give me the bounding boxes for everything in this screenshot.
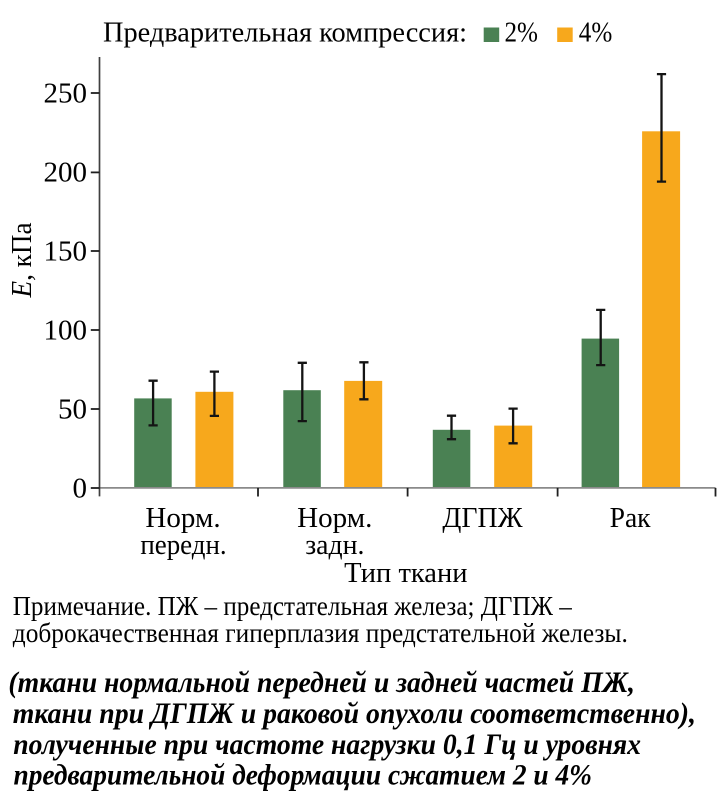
svg-text:(ткани нормальной передней и з: (ткани нормальной передней и задней част…: [8, 666, 635, 699]
svg-text:Тип ткани: Тип ткани: [344, 558, 467, 589]
svg-text:200: 200: [44, 157, 88, 189]
svg-text:полученные при частоте нагрузк: полученные при частоте нагрузки 0,1 Гц и…: [13, 728, 641, 761]
svg-text:Рак: Рак: [610, 502, 652, 534]
svg-text:150: 150: [44, 235, 88, 267]
svg-text:250: 250: [44, 77, 88, 109]
svg-text:E, кПа: E, кПа: [6, 222, 38, 298]
svg-text:предварительной деформации сжа: предварительной деформации сжатием 2 и 4…: [14, 759, 593, 792]
svg-text:50: 50: [58, 393, 87, 425]
svg-text:задн.: задн.: [305, 529, 364, 561]
svg-text:ДГПЖ: ДГПЖ: [442, 502, 522, 534]
svg-text:доброкачественная гиперплазия: доброкачественная гиперплазия предстател…: [13, 618, 628, 648]
svg-text:Примечание. ПЖ – предстательна: Примечание. ПЖ – предстательная железа; …: [13, 591, 572, 621]
svg-text:100: 100: [44, 314, 88, 346]
svg-text:Предварительная компрессия:: Предварительная компрессия:: [103, 17, 467, 49]
svg-text:Норм.: Норм.: [145, 502, 220, 534]
svg-text:2%: 2%: [505, 17, 539, 49]
svg-text:Норм.: Норм.: [297, 502, 372, 534]
svg-text:ткани при ДГПЖ и раковой опухо: ткани при ДГПЖ и раковой опухоли соответ…: [13, 697, 696, 730]
svg-text:передн.: передн.: [140, 529, 226, 561]
svg-text:4%: 4%: [579, 17, 613, 49]
svg-text:0: 0: [73, 472, 88, 504]
